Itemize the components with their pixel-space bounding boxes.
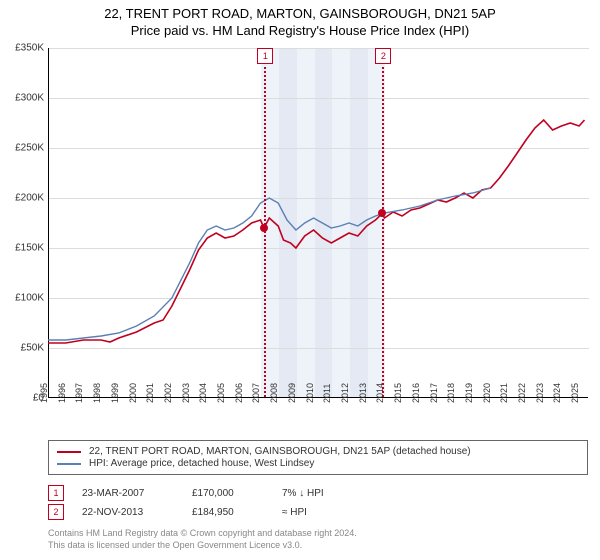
legend: 22, TRENT PORT ROAD, MARTON, GAINSBOROUG… (48, 440, 588, 475)
sales-row-delta: 7% ↓ HPI (282, 488, 362, 499)
legend-item: HPI: Average price, detached house, West… (57, 458, 579, 469)
y-tick-label: £200K (0, 193, 44, 204)
chart-container: 22, TRENT PORT ROAD, MARTON, GAINSBOROUG… (0, 0, 600, 560)
y-tick-label: £100K (0, 293, 44, 304)
series-price_paid (48, 120, 585, 343)
legend-label: HPI: Average price, detached house, West… (89, 458, 314, 469)
footnote: Contains HM Land Registry data © Crown c… (48, 528, 357, 551)
sales-row-price: £184,950 (192, 507, 282, 518)
sales-row-delta: ≈ HPI (282, 507, 362, 518)
y-tick-label: £150K (0, 243, 44, 254)
sales-row: 2 22-NOV-2013£184,950≈ HPI (48, 504, 362, 520)
sale-dot (260, 224, 268, 232)
sale-marker-box: 1 (257, 48, 273, 64)
legend-item: 22, TRENT PORT ROAD, MARTON, GAINSBOROUG… (57, 446, 579, 457)
sales-table: 1 23-MAR-2007£170,0007% ↓ HPI 2 22-NOV-2013… (48, 482, 362, 523)
title-address: 22, TRENT PORT ROAD, MARTON, GAINSBOROUG… (0, 6, 600, 21)
sales-row-marker: 2 (48, 504, 64, 520)
y-tick-label: £300K (0, 93, 44, 104)
sales-row: 1 23-MAR-2007£170,0007% ↓ HPI (48, 485, 362, 501)
footnote-line-2: This data is licensed under the Open Gov… (48, 540, 357, 552)
title-subtitle: Price paid vs. HM Land Registry's House … (0, 23, 600, 38)
legend-label: 22, TRENT PORT ROAD, MARTON, GAINSBOROUG… (89, 446, 471, 457)
sale-dot (378, 209, 386, 217)
chart-svg (48, 48, 588, 398)
sale-marker-line (382, 62, 384, 397)
sales-row-date: 23-MAR-2007 (82, 488, 192, 499)
sales-row-marker: 1 (48, 485, 64, 501)
legend-swatch (57, 463, 81, 465)
y-tick-label: £250K (0, 143, 44, 154)
sales-row-price: £170,000 (192, 488, 282, 499)
y-tick-label: £50K (0, 343, 44, 354)
footnote-line-1: Contains HM Land Registry data © Crown c… (48, 528, 357, 540)
title-block: 22, TRENT PORT ROAD, MARTON, GAINSBOROUG… (0, 0, 600, 38)
legend-swatch (57, 451, 81, 453)
chart-zone: 1995199619971998199920002001200220032004… (48, 48, 588, 398)
y-tick-label: £350K (0, 43, 44, 54)
y-tick-label: £0 (0, 393, 44, 404)
series-hpi (48, 188, 491, 340)
sale-marker-box: 2 (375, 48, 391, 64)
sales-row-date: 22-NOV-2013 (82, 507, 192, 518)
